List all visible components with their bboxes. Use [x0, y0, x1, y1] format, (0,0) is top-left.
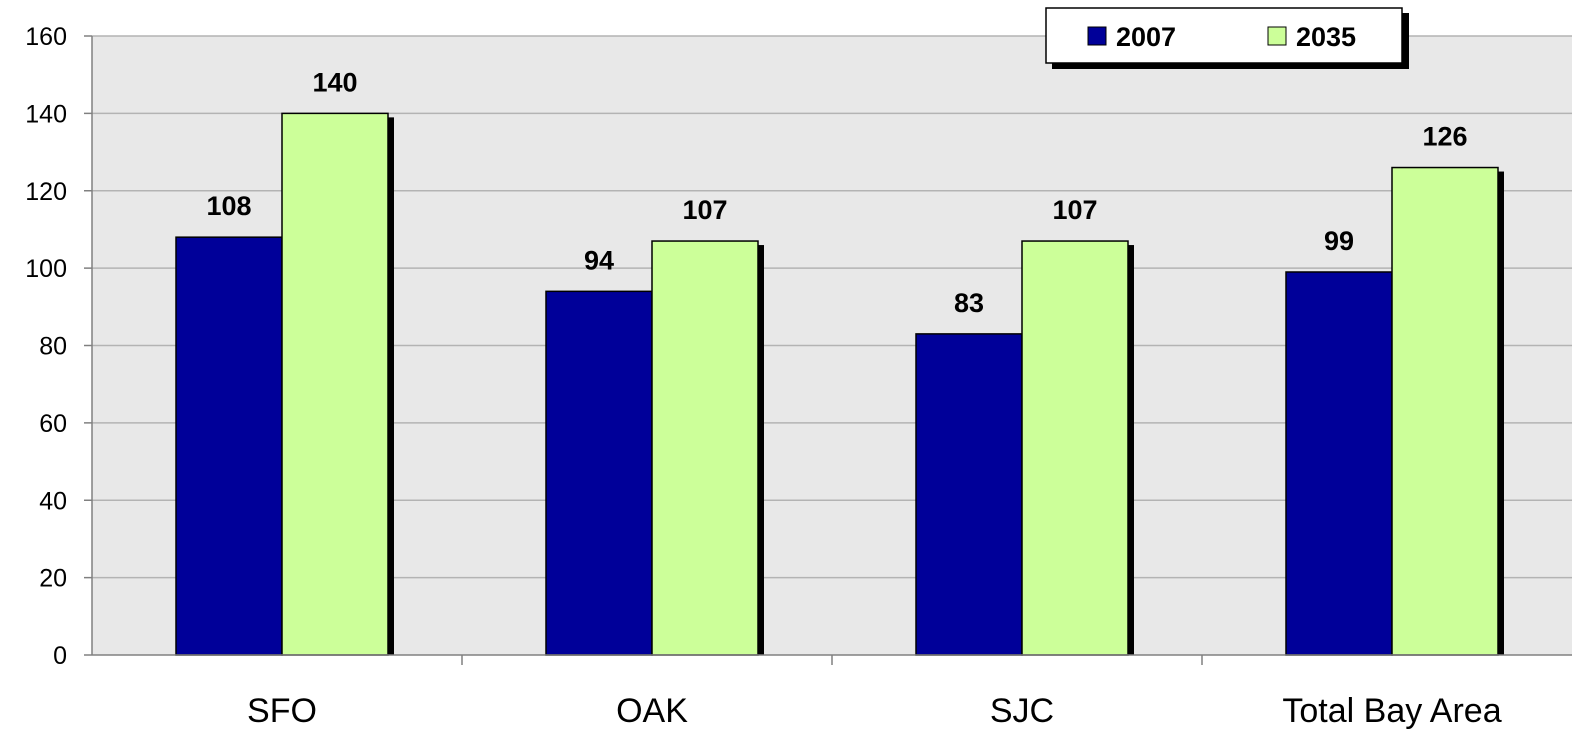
data-label: 107 [1052, 195, 1097, 225]
legend-label-2007: 2007 [1116, 22, 1176, 52]
bars [175, 112, 1504, 656]
data-label: 126 [1422, 122, 1467, 152]
y-tick-label: 60 [39, 410, 67, 438]
axes [91, 36, 1572, 665]
y-tick-label: 20 [39, 565, 67, 593]
legend-label-2035: 2035 [1296, 22, 1356, 52]
bar-2007 [545, 290, 653, 656]
x-category-label: SJC [990, 692, 1054, 730]
data-labels: 108 140 94 107 83 107 99 126 [206, 67, 1467, 318]
y-tick-label: 80 [39, 333, 67, 361]
x-category-label: OAK [616, 692, 688, 730]
x-category-label: Total Bay Area [1282, 692, 1501, 730]
data-label: 108 [206, 191, 251, 221]
y-tick-label: 40 [39, 487, 67, 515]
legend-swatch-2007 [1087, 26, 1107, 46]
data-label: 94 [584, 245, 614, 275]
data-label: 99 [1324, 226, 1354, 256]
y-tick-label: 140 [25, 100, 67, 128]
y-tick-label: 100 [25, 255, 67, 283]
y-tick-label: 160 [25, 23, 67, 51]
y-axis-ticks: 0 20 40 60 80 100 120 140 160 [25, 23, 92, 670]
y-tick-label: 0 [53, 642, 67, 670]
x-category-label: SFO [247, 692, 317, 730]
y-tick-label: 120 [25, 178, 67, 206]
data-label: 107 [682, 195, 727, 225]
bar-2035 [1391, 166, 1499, 656]
legend: 2007 2035 [1045, 7, 1409, 69]
bar-2035 [651, 240, 759, 656]
bar-2007 [1285, 271, 1393, 656]
bar-2035 [281, 112, 389, 656]
bar-2007 [175, 236, 283, 656]
data-label: 140 [312, 67, 357, 97]
x-axis-labels: SFO OAK SJC Total Bay Area [247, 692, 1502, 730]
legend-swatch-2035 [1267, 26, 1287, 46]
bar-2035 [1021, 240, 1129, 656]
bar-2007 [915, 333, 1023, 656]
data-label: 83 [954, 288, 984, 318]
